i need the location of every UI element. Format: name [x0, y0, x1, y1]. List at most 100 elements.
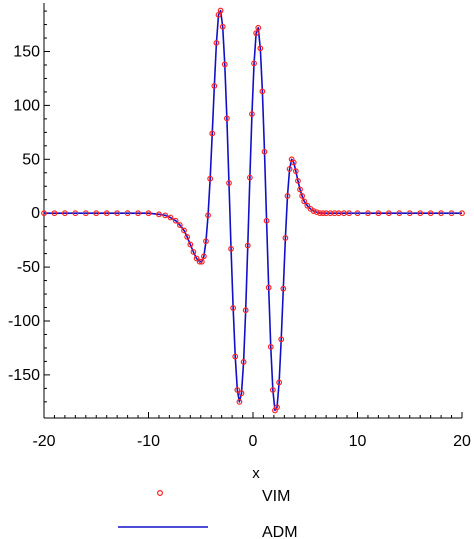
data-point-vim [375, 210, 382, 217]
data-point-vim [242, 307, 249, 314]
data-point-vim [335, 210, 342, 217]
data-point-vim [438, 210, 445, 217]
data-point-vim [219, 23, 226, 30]
data-point-vim [249, 111, 255, 117]
data-point-vim [238, 390, 245, 397]
data-point-vim [187, 241, 194, 248]
data-point-vim [124, 210, 131, 217]
data-point-vim [221, 61, 228, 68]
y-tick-label: 50 [22, 151, 40, 168]
data-point-vim [181, 227, 187, 234]
data-point-vim [93, 210, 100, 217]
data-point-vim [255, 24, 262, 31]
data-point-vim [448, 210, 455, 217]
data-point-vim [62, 210, 68, 217]
data-point-vim [232, 353, 239, 360]
data-point-vim [292, 168, 299, 175]
data-point-vim [427, 210, 434, 217]
data-point-vim [282, 235, 289, 241]
data-point-vim [297, 186, 303, 193]
data-point-vim [41, 210, 47, 217]
data-point-vim [145, 210, 152, 217]
data-point-vim [299, 193, 306, 199]
data-point-vim [406, 210, 413, 217]
data-point-vim [156, 211, 162, 218]
legend-marker-vim [157, 490, 164, 497]
data-point-vim [284, 193, 291, 199]
data-point-vim [301, 198, 308, 205]
data-point-vim [172, 217, 179, 224]
data-point-vim [198, 258, 205, 265]
data-point-vim [51, 210, 58, 217]
data-point-vim [274, 404, 280, 411]
y-tick-label: 150 [13, 44, 40, 61]
y-tick-label: -50 [17, 259, 40, 276]
data-point-vim [286, 166, 293, 172]
data-point-vim [304, 202, 311, 209]
x-axis-title: x [252, 465, 260, 482]
data-point-vim [295, 177, 301, 184]
data-point-vim [203, 238, 209, 245]
data-point-vim [269, 387, 276, 393]
data-point-vim [135, 210, 141, 217]
y-tick-label: 100 [13, 97, 40, 114]
data-point-vim [167, 214, 174, 221]
data-point-vim [265, 284, 272, 291]
data-point-vim [240, 359, 247, 365]
data-point-vim [365, 210, 371, 217]
x-tick-label: 10 [349, 433, 367, 450]
data-point-vim [234, 387, 241, 393]
data-point-vim [263, 217, 270, 224]
data-point-vim [215, 11, 222, 18]
data-point-vim [162, 212, 169, 219]
data-point-vim [211, 83, 218, 89]
legend-entry-adm: ADM [118, 524, 298, 539]
legend: VIM ADM [118, 488, 298, 539]
data-point-vim [226, 180, 232, 186]
data-point-vim [217, 7, 224, 14]
data-point-vim [196, 258, 203, 265]
legend-entry-vim: VIM [157, 488, 290, 505]
data-point-vim [82, 210, 89, 217]
data-point-vim [228, 245, 234, 252]
data-point-vim [459, 210, 465, 217]
data-point-vim [278, 336, 285, 343]
data-point-vim [267, 343, 274, 350]
data-point-vim [205, 212, 211, 219]
data-point-vim [385, 210, 392, 217]
data-point-vim [103, 210, 110, 217]
y-tick-label: -100 [8, 313, 40, 330]
data-point-vim [354, 210, 361, 217]
data-point-vim [207, 175, 214, 182]
data-point-vim [223, 115, 230, 122]
data-point-vim [236, 398, 243, 405]
data-point-vim [213, 39, 220, 46]
data-point-vim [193, 255, 200, 262]
data-point-vim [176, 222, 183, 228]
data-point-vim [290, 159, 297, 166]
data-point-vim [276, 379, 283, 386]
data-point-vim [184, 234, 191, 240]
data-point-vim [320, 210, 326, 217]
x-tick-label: -10 [137, 433, 160, 450]
data-point-vim [316, 210, 323, 217]
legend-label-vim: VIM [262, 488, 290, 505]
data-point-vim [259, 88, 266, 95]
data-point-vim [346, 210, 353, 217]
data-point-vim [257, 45, 264, 52]
data-point-vim [200, 253, 207, 260]
data-point-vim [261, 148, 268, 155]
x-tick-label: -20 [32, 433, 55, 450]
data-point-vim [209, 130, 216, 137]
x-ticks: -20 -10 0 10 20 [32, 412, 471, 450]
series-layer [41, 7, 465, 414]
legend-label-adm: ADM [262, 524, 298, 539]
y-tick-label: 0 [31, 205, 40, 222]
data-point-vim [251, 60, 257, 67]
data-point-vim [396, 210, 403, 217]
data-point-vim [310, 208, 317, 214]
y-tick-label: -150 [8, 367, 40, 384]
x-tick-label: 20 [453, 433, 471, 450]
